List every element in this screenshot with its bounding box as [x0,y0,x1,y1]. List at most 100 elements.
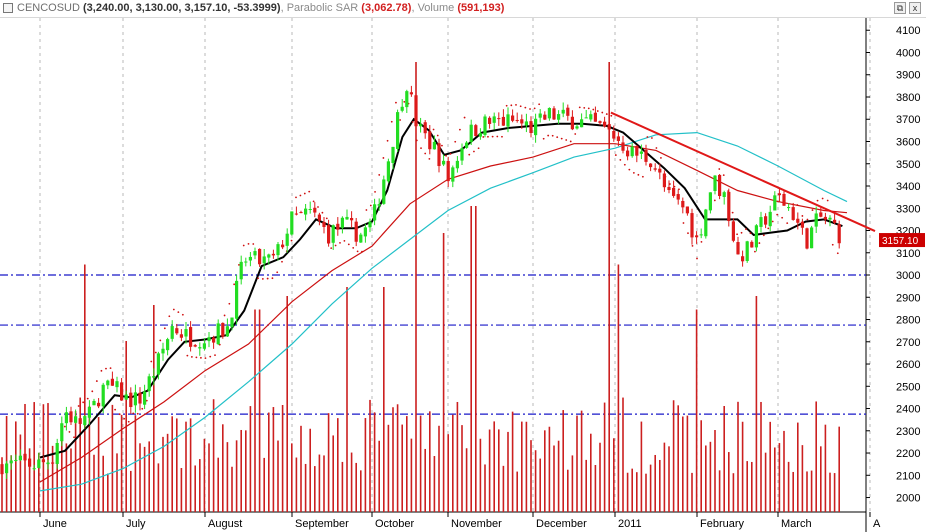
sar-dot-10 [109,367,112,370]
sar-dot-42 [257,277,259,280]
restore-window-icon[interactable]: ⧉ [894,2,906,14]
sar-dot-60 [339,242,341,244]
sar-dot-90 [468,153,471,156]
candle-body-21 [97,402,101,407]
sar-dot-107 [547,134,550,137]
candle-body-7 [32,468,36,470]
chart-header: CENCOSUD (3,240.00, 3,130.00, 3,157.10, … [0,0,926,18]
sar-dot-74 [399,119,402,121]
candle-body-132 [607,124,611,130]
candle-body-14 [64,412,68,424]
xtick-label-7: 2011 [618,518,642,530]
candle-body-35 [161,348,165,354]
ytick-label-3000: 3000 [896,270,920,282]
candle-body-146 [672,187,676,196]
candle-body-28 [129,392,133,408]
sar-dot-58 [330,247,333,250]
sar-dot-49 [290,239,293,242]
sar-dot-164 [806,218,809,221]
sar-dot-154 [758,242,761,244]
candle-body-9 [41,459,45,463]
candle-body-167 [768,211,772,227]
candle-body-26 [120,382,124,401]
candle-body-49 [225,326,229,337]
sar-dot-34 [218,343,221,346]
candle-body-118 [543,114,547,120]
sar-dot-159 [781,216,784,219]
sar-dot-35 [223,314,226,317]
candle-body-148 [681,200,685,208]
sar-dot-148 [731,211,734,214]
sar-dot-4 [82,401,85,404]
sar-dot-104 [533,107,536,110]
sar-dot-155 [762,234,765,237]
sar-dot-26 [181,313,184,316]
sar-dot-54 [312,200,315,203]
candle-body-63 [290,211,294,235]
candle-body-34 [156,353,160,375]
sar-dot-18 [145,399,148,402]
candle-body-93 [428,131,432,150]
sar-dot-131 [655,147,658,149]
sar-dot-80 [424,152,427,155]
candle-body-110 [506,114,510,127]
candle-body-81 [373,204,377,221]
candle-body-145 [667,186,671,191]
sar-dot-63 [352,246,355,249]
sar-dot-78 [415,139,418,142]
xtick-label-9: March [781,518,812,530]
candle-body-19 [87,407,91,418]
sar-dot-118 [596,110,599,112]
xtick-label-1: July [126,518,146,530]
candle-body-101 [465,142,469,148]
sar-dot-32 [209,355,212,358]
candle-body-157 [722,192,726,198]
price-chart: 2000 2100 2200 2300 2400 2500 2600 2700 2800 2900… [0,18,925,532]
candle-body-153 [704,209,708,237]
sar-dot-138 [687,232,689,235]
candle-body-172 [791,207,795,220]
xtick-label-3: September [295,518,349,530]
sar-dot-163 [801,215,804,217]
candle-body-175 [805,228,809,249]
sar-dot-120 [605,113,608,115]
candle-body-5 [23,453,27,461]
candle-body-85 [391,146,395,163]
sar-dot-92 [477,147,480,150]
ytick-label-2200: 2200 [896,448,920,460]
sar-dot-51 [299,194,302,197]
sar-dot-84 [441,144,443,147]
candle-body-143 [658,168,662,173]
sar-dot-45 [271,277,274,280]
candle-body-137 [630,146,634,157]
candle-body-1 [5,463,9,474]
sar-dot-166 [816,199,819,202]
sar-dot-165 [811,209,814,211]
candle-body-72 [331,225,335,243]
candle-body-37 [170,326,174,339]
candle-body-3 [14,459,18,462]
ytick-label-3400: 3400 [896,181,920,193]
sar-dot-137 [682,222,685,224]
candle-body-155 [713,175,717,191]
ytick-label-2400: 2400 [896,404,920,416]
ytick-label-3900: 3900 [896,70,920,82]
ytick-label-2500: 2500 [896,381,920,393]
sar-dot-68 [374,191,376,193]
sar-dot-127 [637,173,640,176]
last-price-label: 3157.10 [882,236,919,247]
sar-dot-30 [200,356,202,359]
candle-body-60 [276,244,280,256]
close-window-icon[interactable]: x [909,2,921,14]
sar-dot-20 [154,351,157,354]
sar-dot-167 [821,197,824,200]
ytick-label-3700: 3700 [896,114,920,126]
candle-body-91 [419,124,423,127]
sar-dot-114 [578,106,581,109]
sar-dot-27 [186,354,189,357]
sar-dot-85 [445,154,447,157]
candle-body-127 [584,117,588,119]
sar-dot-140 [696,257,698,260]
sar-dot-144 [713,199,716,202]
sar-dot-124 [623,163,626,166]
